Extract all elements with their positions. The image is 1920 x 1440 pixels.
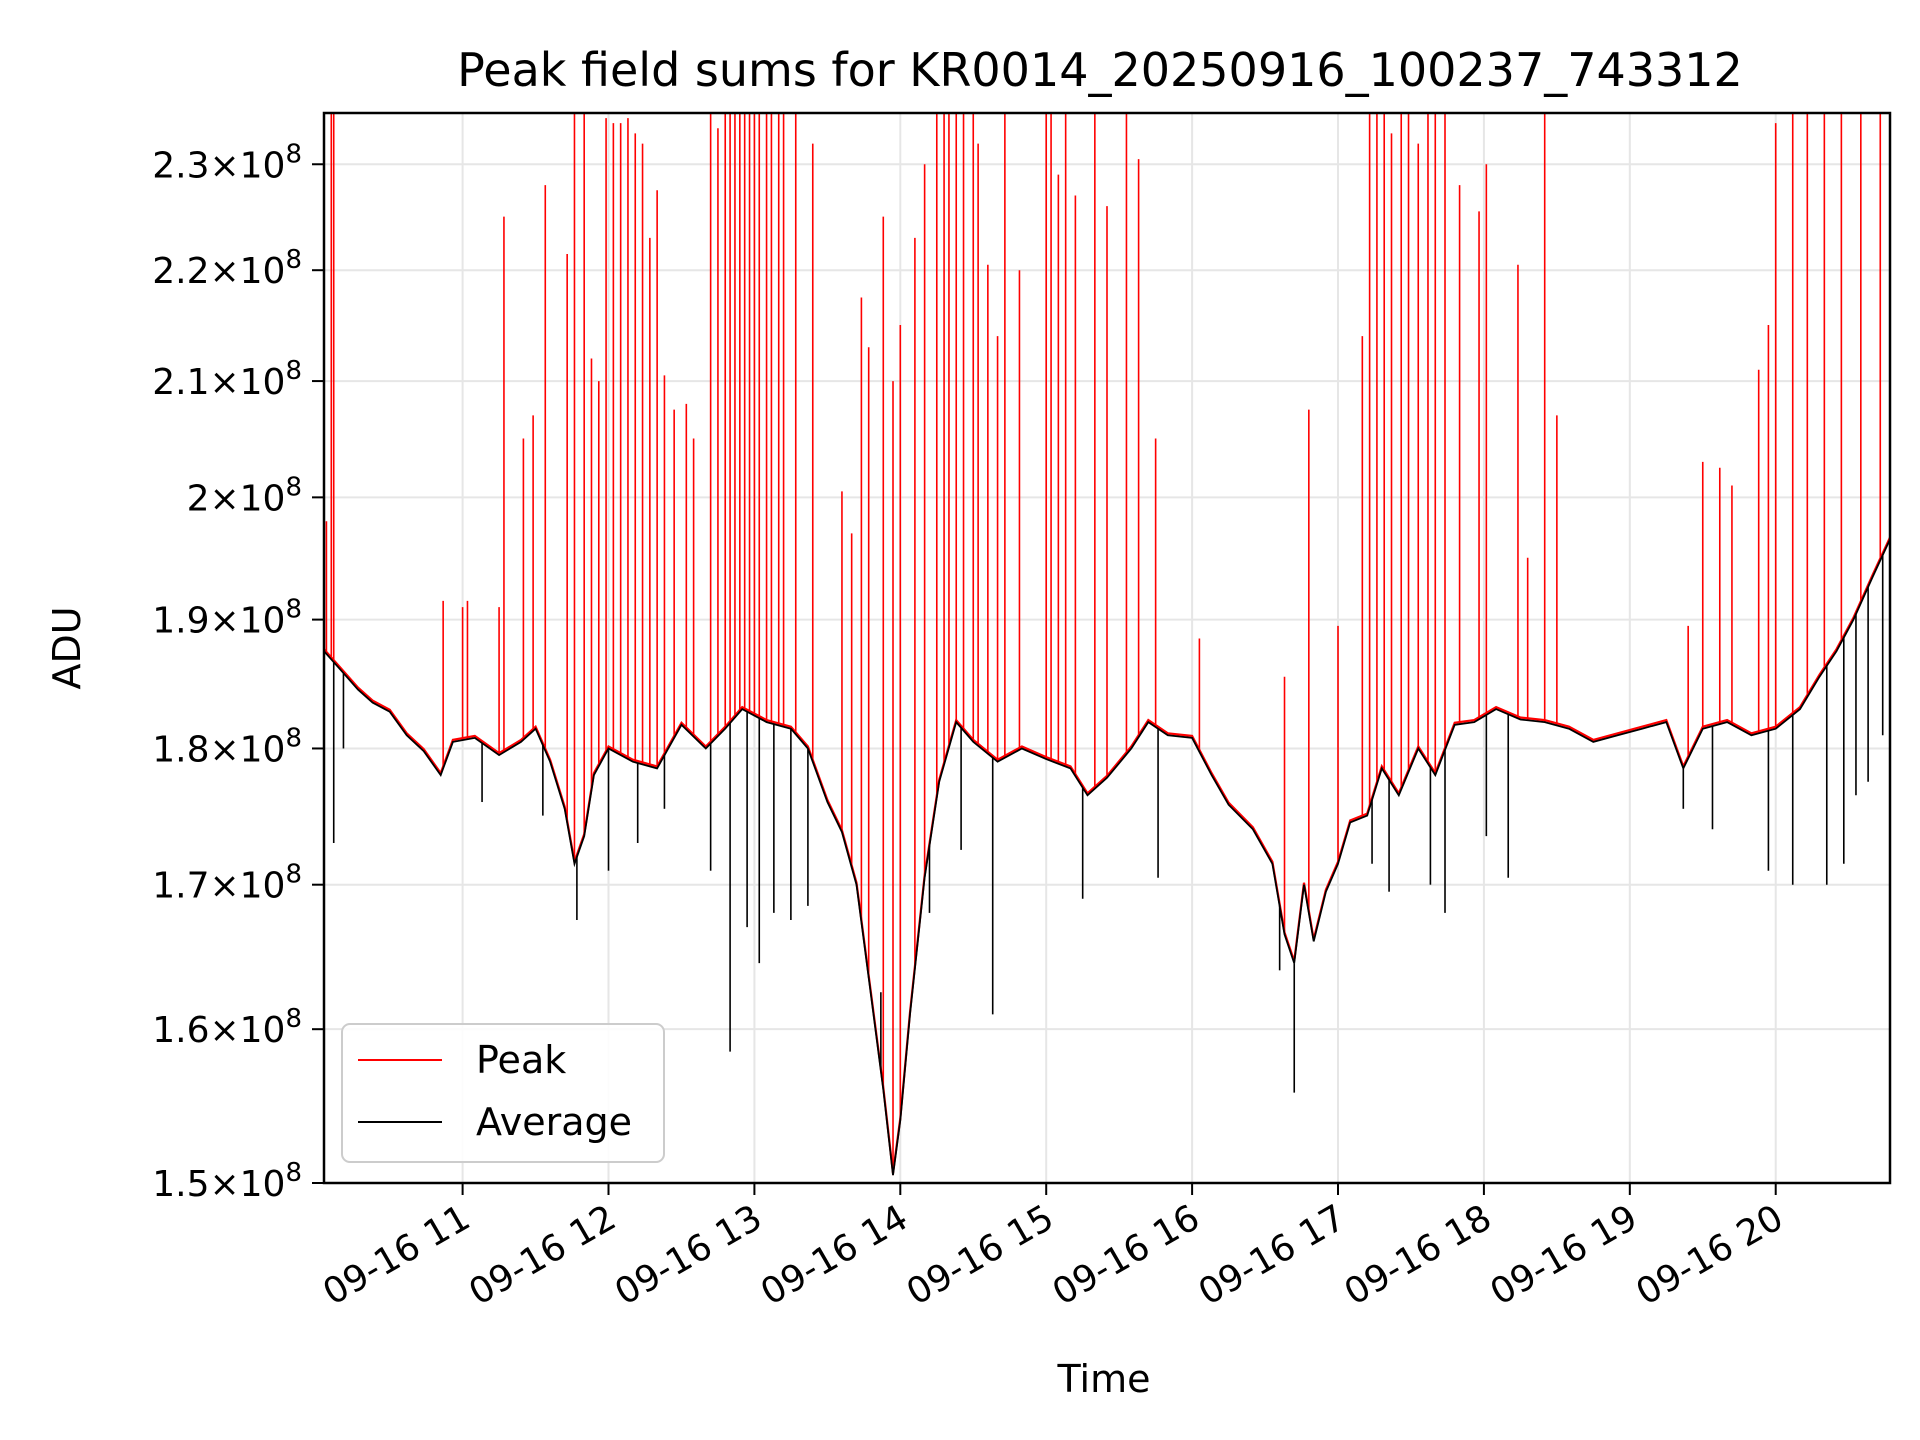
legend-average-label: Average [476,1100,632,1144]
peak-series-spikes [325,113,1882,1176]
legend: Peak Average [341,1023,665,1163]
series-layer [324,113,1890,1176]
y-tick-label: 2×108 [187,472,302,519]
average-series-dropouts [332,555,1884,1093]
average-series-line [324,539,1890,1176]
y-tick-label: 1.7×108 [152,860,302,907]
y-axis-label: ADU [45,606,89,689]
y-tick-label: 1.6×108 [152,1004,302,1051]
plot-frame [322,111,1892,1185]
y-tick-label: 2.1×108 [152,356,302,403]
chart-title: Peak field sums for KR0014_20250916_1002… [457,43,1743,97]
y-tick-label: 1.5×108 [152,1158,302,1205]
y-axis-ticks: 1.5×108 1.6×108 1.7×108 1.8×108 1.9×108 2×108… [152,139,324,1205]
legend-box [341,1023,665,1163]
y-tick-label: 2.3×108 [152,139,302,186]
legend-peak-label: Peak [476,1038,566,1082]
y-tick-label: 2.2×108 [152,245,302,292]
x-axis-label: Time [1057,1357,1151,1401]
y-tick-label: 1.9×108 [152,595,302,642]
y-tick-label: 1.8×108 [152,723,302,770]
